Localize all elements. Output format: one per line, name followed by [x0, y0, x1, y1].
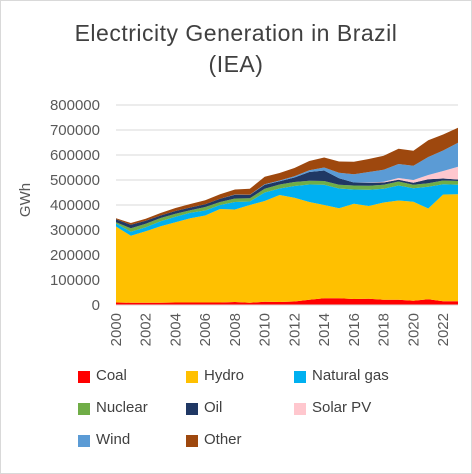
y-axis-ticks: 0 100000 200000 300000 400000 500000 600000 700… [50, 97, 100, 314]
y-axis-label: GWh [17, 183, 34, 217]
area-hydro [116, 194, 458, 303]
legend-label: Other [204, 431, 242, 448]
area-nuclear [116, 180, 458, 232]
x-tick-label: 2006 [197, 313, 214, 346]
legend-label: Oil [204, 399, 223, 416]
y-tick-label: 200000 [50, 247, 100, 264]
legend-swatch [186, 371, 198, 383]
x-axis-ticks: 2000 2002 2004 2006 2008 2010 2012 2014 2016 2018… [108, 313, 452, 346]
x-tick-label: 2020 [405, 313, 422, 346]
y-tick-label: 0 [92, 297, 100, 314]
x-tick-label: 2000 [108, 313, 125, 346]
chart-title: Electricity Generation in Brazil (IEA) [0, 18, 472, 80]
x-tick-label: 2008 [227, 313, 244, 346]
chart-title-line-2: (IEA) [208, 51, 264, 77]
x-tick-label: 2002 [138, 313, 155, 346]
stacked-areas [116, 127, 458, 305]
x-tick-label: 2018 [376, 313, 393, 346]
y-tick-label: 400000 [50, 197, 100, 214]
legend-label: Nuclear [96, 399, 148, 416]
legend-label: Natural gas [312, 367, 389, 384]
legend-label: Wind [96, 431, 131, 448]
y-tick-label: 800000 [50, 97, 100, 114]
y-tick-label: 300000 [50, 222, 100, 239]
x-tick-label: 2016 [346, 313, 363, 346]
x-tick-label: 2012 [286, 313, 303, 346]
y-tick-label: 600000 [50, 147, 100, 164]
area-coal [116, 298, 458, 305]
legend-swatch [294, 403, 306, 415]
legend-swatch [186, 435, 198, 447]
x-tick-label: 2004 [167, 313, 184, 346]
legend: Coal Hydro Natural gas Nuclear Oil Solar PV Wi… [0, 366, 472, 466]
area-oil [116, 170, 458, 229]
legend-label: Coal [96, 367, 127, 384]
y-tick-label: 100000 [50, 272, 100, 289]
legend-swatch [78, 371, 90, 383]
legend-label: Solar PV [312, 399, 372, 416]
legend-swatch [294, 371, 306, 383]
y-tick-label: 500000 [50, 172, 100, 189]
chart-title-line-1: Electricity Generation in Brazil [74, 20, 398, 46]
legend-swatch [186, 403, 198, 415]
x-tick-label: 2014 [316, 313, 333, 346]
legend-swatch [78, 403, 90, 415]
area-other [116, 127, 458, 225]
x-tick-label: 2010 [257, 313, 274, 346]
legend-label: Hydro [204, 367, 245, 384]
y-tick-label: 700000 [50, 122, 100, 139]
area-natural-gas [116, 184, 458, 236]
x-tick-label: 2022 [435, 313, 452, 346]
legend-swatch [78, 435, 90, 447]
